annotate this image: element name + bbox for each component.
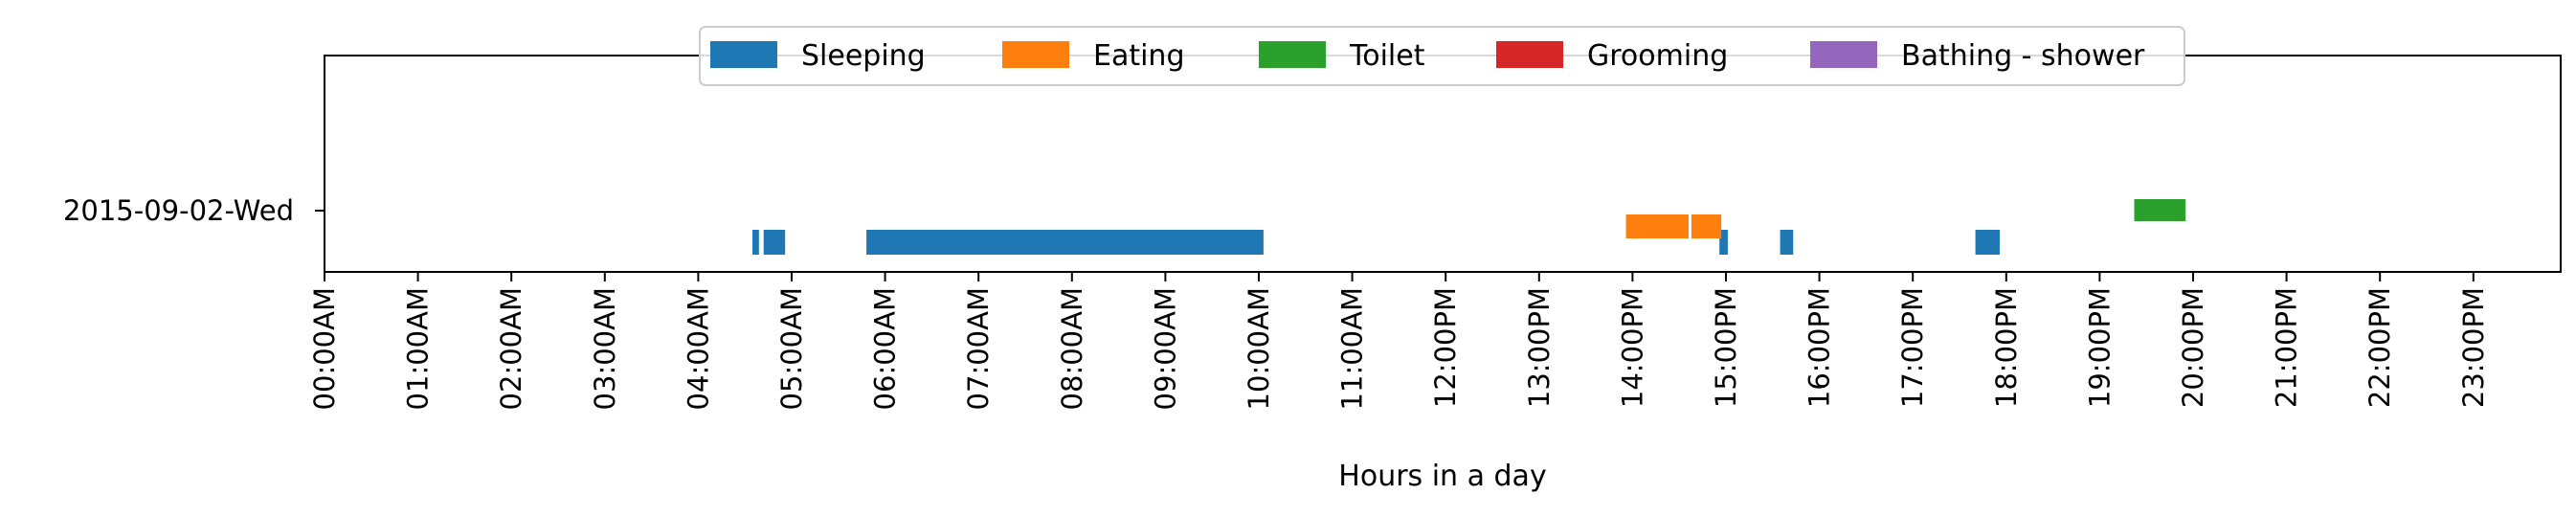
x-tick-label: 15:00PM [1710, 287, 1742, 408]
legend-swatch [1259, 41, 1326, 68]
x-axis: 00:00AM 01:00AM 02:00AM 03:00AM 04:00AM 05:00… [308, 272, 2490, 410]
x-tick-label: 06:00AM [869, 287, 902, 410]
x-tick-label: 13:00PM [1523, 287, 1556, 408]
x-tick-label: 10:00AM [1243, 287, 1275, 410]
bar-sleeping [752, 230, 759, 255]
bar-sleeping [866, 230, 1264, 255]
x-tick-label: 08:00AM [1056, 287, 1088, 410]
plot-background [325, 56, 2561, 272]
x-tick-label: 14:00PM [1616, 287, 1648, 408]
bar-sleeping [763, 230, 786, 255]
legend-label: Toilet [1349, 39, 1425, 73]
x-tick-label: 11:00AM [1336, 287, 1369, 410]
x-axis-label: Hours in a day [1338, 460, 1546, 493]
legend-label: Eating [1093, 39, 1185, 73]
y-tick-label: 2015-09-02-Wed [63, 194, 294, 227]
y-axis: 2015-09-02-Wed [63, 194, 325, 227]
x-tick-label: 21:00PM [2271, 287, 2303, 408]
bar-eating [1625, 214, 1689, 238]
bar-eating [1691, 214, 1722, 238]
legend-label: Sleeping [801, 39, 926, 73]
x-tick-label: 23:00PM [2457, 287, 2490, 408]
legend-swatch [1810, 41, 1877, 68]
x-tick-label: 17:00PM [1896, 287, 1929, 408]
x-tick-label: 18:00PM [1990, 287, 2023, 408]
legend-swatch [1002, 41, 1069, 68]
x-tick-label: 01:00AM [402, 287, 435, 410]
legend-label: Bathing - shower [1901, 39, 2145, 73]
bar-sleeping [1780, 230, 1794, 255]
x-tick-label: 04:00AM [682, 287, 714, 410]
x-tick-label: 20:00PM [2177, 287, 2209, 408]
x-tick-label: 07:00AM [962, 287, 995, 410]
legend-swatch [1496, 41, 1563, 68]
legend-swatch [710, 41, 777, 68]
x-tick-label: 03:00AM [589, 287, 621, 410]
x-tick-label: 19:00PM [2083, 287, 2116, 408]
legend: Sleeping Eating Toilet Grooming Bathing - sh… [699, 26, 2185, 86]
x-tick-label: 02:00AM [495, 287, 527, 410]
x-tick-label: 12:00PM [1429, 287, 1462, 408]
x-tick-label: 09:00AM [1149, 287, 1181, 410]
activity-bars [752, 199, 2186, 255]
x-tick-label: 05:00AM [775, 287, 808, 410]
x-tick-label: 22:00PM [2363, 287, 2396, 408]
bar-sleeping [1975, 230, 2000, 255]
bar-sleeping [1719, 230, 1728, 255]
legend-label: Grooming [1587, 39, 1728, 73]
x-tick-label: 00:00AM [308, 287, 341, 410]
bar-toilet [2134, 199, 2186, 221]
x-tick-label: 16:00PM [1803, 287, 1836, 408]
